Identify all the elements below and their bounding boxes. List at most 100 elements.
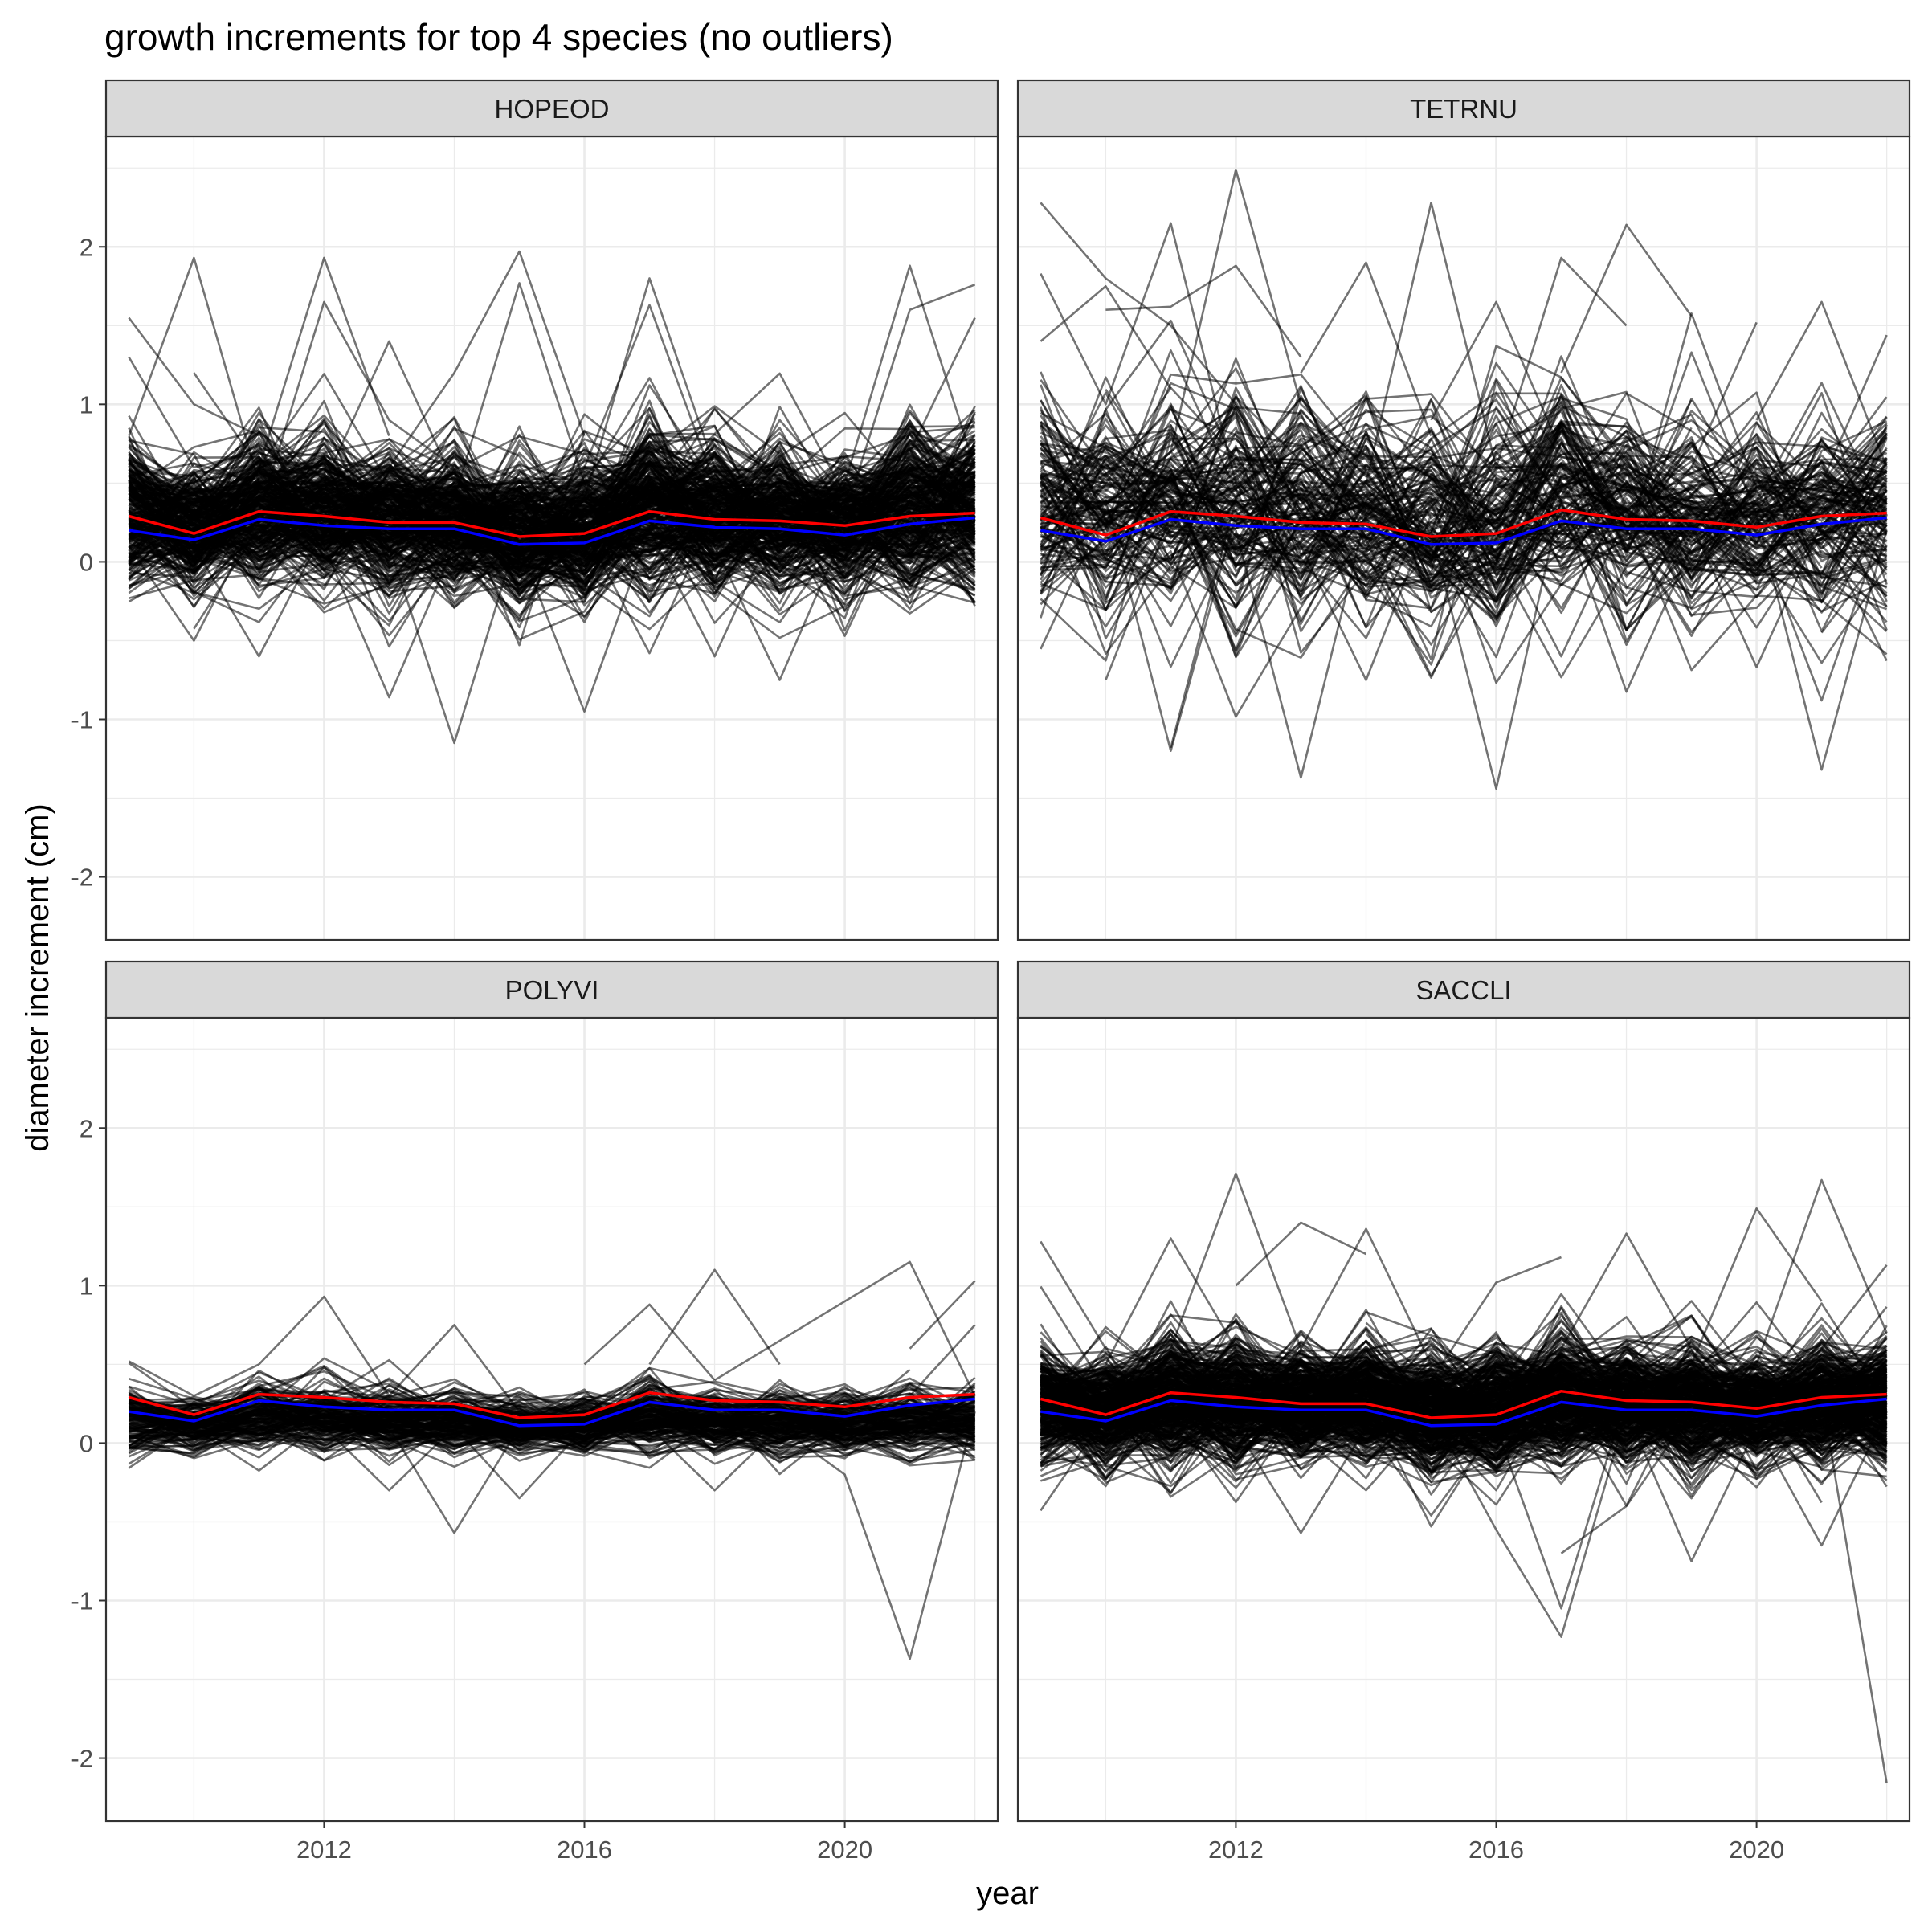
tree-line	[1040, 1240, 1171, 1366]
tree-line	[1366, 392, 1888, 597]
tree-line	[1040, 448, 1888, 626]
tree-line	[1820, 334, 1888, 484]
tree-line	[1040, 406, 1888, 603]
tree-line	[583, 277, 716, 500]
tree-line	[583, 304, 716, 484]
tree-line	[648, 1426, 781, 1492]
y-axis-title: diameter increment (cm)	[20, 803, 55, 1151]
tree-line	[1690, 1207, 1823, 1365]
tree-line	[128, 317, 259, 437]
y-tick-label: 2	[80, 1114, 93, 1142]
tree-line	[1040, 222, 1237, 484]
tree-line	[909, 1280, 976, 1350]
tree-line	[388, 529, 521, 745]
tree-line	[129, 1406, 975, 1448]
tree-line	[1040, 447, 1888, 589]
tree-line	[1040, 1305, 1888, 1482]
facet-panels: HOPEOD -2 -1 0 1 2 TETRNU POLYVI -2 -1 0 1 2 2012 2016…	[71, 79, 1911, 1864]
tree-line	[1820, 1395, 1888, 1784]
tree-line	[1755, 1411, 1888, 1547]
tree-line	[128, 470, 976, 601]
tree-line	[1040, 1359, 1888, 1463]
tree-line	[193, 529, 325, 658]
y-tick-label: -1	[71, 1587, 93, 1615]
y-tick-label: 0	[80, 1429, 93, 1457]
x-tick-label: 2020	[817, 1836, 872, 1864]
series-lines	[1040, 168, 1888, 790]
tree-line	[583, 1303, 716, 1381]
tree-line	[778, 498, 911, 637]
tree-line	[1040, 395, 1887, 561]
tree-line	[1235, 514, 1367, 779]
tree-line	[909, 317, 976, 452]
tree-line	[1105, 514, 1172, 680]
tree-line	[388, 1427, 521, 1534]
blue-summary-line	[1040, 516, 1887, 546]
tree-line	[1040, 411, 1888, 586]
tree-line	[388, 250, 586, 468]
tree-line	[128, 462, 716, 568]
tree-line	[323, 340, 455, 484]
tree-line	[1690, 321, 1758, 468]
facet-strip	[104, 960, 999, 1019]
x-tick-label: 2016	[557, 1836, 612, 1864]
tree-line	[193, 256, 390, 469]
tree-line	[128, 514, 260, 642]
tree-line	[1560, 1232, 1693, 1350]
tree-line	[128, 447, 976, 579]
tree-line	[778, 1411, 976, 1660]
tree-line	[258, 300, 455, 515]
tree-line	[1105, 264, 1302, 358]
tree-line	[713, 1260, 976, 1397]
tree-line	[844, 284, 976, 515]
tree-line	[388, 1324, 521, 1412]
facet-strip-label: HOPEOD	[494, 94, 609, 124]
tree-line	[1170, 1172, 1302, 1350]
tree-line	[648, 1268, 781, 1366]
tree-line	[1040, 285, 1172, 390]
tree-line	[648, 514, 781, 658]
tree-line	[1560, 1411, 1693, 1554]
tree-line	[1300, 261, 1432, 436]
tree-line	[1040, 1357, 1888, 1431]
tree-line	[129, 476, 976, 545]
chart-title: growth increments for top 4 species (no …	[104, 16, 893, 58]
tree-line	[128, 451, 845, 568]
tree-line	[1040, 1357, 1887, 1464]
series-lines	[1040, 1172, 1888, 1784]
tree-line	[1040, 419, 1888, 590]
tree-line	[1755, 1178, 1888, 1365]
y-tick-label: 1	[80, 1272, 93, 1300]
tree-line	[713, 529, 846, 681]
tree-line	[129, 1380, 976, 1441]
tree-line	[779, 264, 976, 500]
tree-line	[258, 1295, 390, 1397]
tree-line	[1040, 432, 1887, 601]
tree-line	[128, 356, 259, 469]
tree-line	[844, 498, 976, 611]
facet-panel-tetrnu: TETRNU	[1016, 79, 1911, 941]
tree-line	[1040, 394, 1888, 602]
tree-line	[1040, 202, 1237, 406]
tree-line	[583, 514, 716, 655]
tree-line	[1300, 514, 1432, 681]
tree-line	[129, 1402, 975, 1455]
tree-line	[1560, 223, 1693, 374]
tree-line	[128, 1360, 259, 1397]
y-tick-label: 2	[80, 233, 93, 261]
tree-line	[1040, 415, 1888, 627]
tree-line	[128, 455, 975, 618]
tree-line	[1040, 406, 1888, 598]
red-summary-line	[1040, 1389, 1887, 1419]
tree-line	[1040, 438, 1888, 587]
tree-line	[323, 545, 455, 699]
y-tick-label: -1	[71, 705, 93, 733]
tree-line	[1040, 1347, 1888, 1507]
tree-line	[1040, 371, 1888, 533]
facet-strip-label: POLYVI	[505, 975, 599, 1005]
tree-line	[259, 1399, 975, 1436]
x-tick-label: 2016	[1468, 1836, 1524, 1864]
tree-line	[1625, 513, 1758, 637]
tree-line	[1105, 1237, 1237, 1365]
